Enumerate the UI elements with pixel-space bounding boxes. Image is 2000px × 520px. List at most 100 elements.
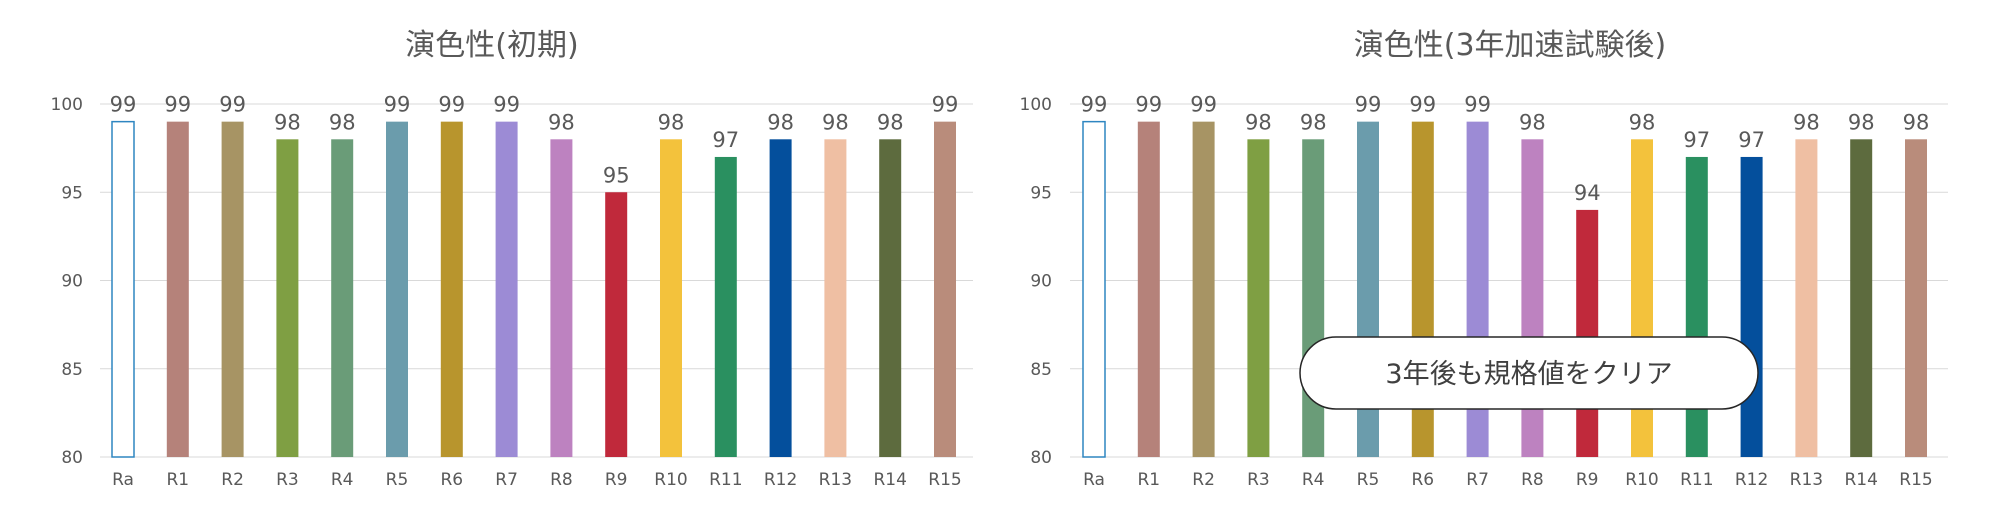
value-label: 97 [712,128,739,152]
value-label: 97 [1683,128,1710,152]
x-tick-label: R1 [1137,470,1160,490]
bar-r2 [221,121,244,458]
value-label: 98 [1629,110,1656,134]
x-tick-label: R11 [709,470,742,490]
value-label: 98 [1245,110,1272,134]
annotation-callout: 3年後も規格値をクリア [1299,336,1759,410]
value-label: 98 [1848,110,1875,134]
x-tick-label: R15 [1899,470,1932,490]
x-tick-label: R10 [1625,470,1658,490]
x-tick-label: Ra [1083,470,1105,490]
x-tick-label: R3 [276,470,299,490]
x-tick-label: R8 [550,470,573,490]
bar-r10 [660,139,682,458]
x-tick-label: R1 [166,470,189,490]
value-label: 98 [1519,110,1546,134]
value-label: 99 [384,93,411,117]
bar-r9 [605,192,628,457]
y-tick-label: 85 [1030,360,1052,380]
x-tick-label: R15 [928,470,961,490]
value-label: 99 [932,93,959,117]
x-tick-label: R7 [495,470,518,490]
chart-after-3yr: 演色性(3年加速試験後) 80 85 90 95 100 99 Ra 99 R1 99 R2 98 R3… [1020,28,1948,490]
bar-r4 [1302,139,1325,458]
y-tick-label: 100 [1020,95,1052,115]
x-tick-label: R11 [1680,470,1713,490]
y-tick-label: 95 [61,183,83,203]
x-tick-label: R14 [873,470,906,490]
x-tick-label: R4 [331,470,354,490]
value-label: 98 [1300,110,1327,134]
value-label: 99 [1409,93,1436,117]
x-tick-label: R6 [1411,470,1434,490]
value-label: 99 [1081,93,1108,117]
bar-r4 [331,139,354,458]
value-label: 98 [822,110,849,134]
value-label: 98 [548,110,575,134]
x-tick-label: R8 [1521,470,1544,490]
bar-r13 [1795,139,1818,458]
value-label: 95 [603,163,630,187]
bar-r3 [276,139,299,458]
x-tick-label: R4 [1302,470,1325,490]
bar-r15 [934,121,956,458]
value-label: 99 [493,93,520,117]
bar-r11 [1685,156,1708,457]
x-tick-label: R13 [1790,470,1823,490]
value-label: 98 [767,110,794,134]
bar-r2 [1192,121,1215,458]
x-tick-label: R7 [1466,470,1489,490]
x-tick-label: Ra [112,470,134,490]
bar-ra [1082,120,1106,458]
value-label: 99 [438,93,465,117]
x-tick-label: R12 [764,470,797,490]
chart-title: 演色性(初期) [405,28,578,63]
value-label: 94 [1574,181,1601,205]
x-tick-label: R2 [221,470,244,490]
bar-r1 [1137,121,1160,458]
y-tick-label: 80 [1030,448,1052,468]
value-label: 98 [274,110,301,134]
bar-r12 [1740,156,1763,457]
value-label: 98 [1903,110,1930,134]
bar-r14 [1850,139,1873,458]
x-tick-label: R13 [819,470,852,490]
value-label: 99 [1135,93,1162,117]
bar-r12 [769,139,792,458]
x-tick-label: R14 [1844,470,1877,490]
y-tick-label: 90 [61,272,83,292]
x-tick-label: R5 [386,470,409,490]
x-tick-label: R3 [1247,470,1270,490]
x-tick-label: R12 [1735,470,1768,490]
value-label: 98 [329,110,356,134]
bar-r7 [495,121,518,458]
y-tick-label: 95 [1030,183,1052,203]
callout-text: 3年後も規格値をクリア [1385,359,1672,390]
bar-r8 [550,139,573,458]
bar-r3 [1247,139,1270,458]
callout-box [1299,336,1759,410]
x-tick-label: R6 [440,470,463,490]
value-label: 99 [219,93,246,117]
bar-r11 [714,156,737,457]
value-label: 98 [877,110,904,134]
y-tick-label: 85 [61,360,83,380]
value-label: 99 [110,93,137,117]
bar-r14 [879,139,902,458]
bar-r6 [440,121,463,458]
x-tick-label: R10 [654,470,687,490]
value-label: 99 [1464,93,1491,117]
x-tick-label: R9 [605,470,628,490]
x-tick-label: R5 [1357,470,1380,490]
bar-r9 [1576,209,1599,457]
bar-ra [111,120,135,458]
bar-r1 [166,121,189,458]
chart-title: 演色性(3年加速試験後) [1354,28,1667,63]
y-tick-label: 90 [1030,272,1052,292]
y-tick-label: 100 [51,95,83,115]
value-label: 99 [1190,93,1217,117]
bar-r5 [386,121,408,458]
x-tick-label: R9 [1576,470,1599,490]
x-tick-label: R2 [1192,470,1215,490]
